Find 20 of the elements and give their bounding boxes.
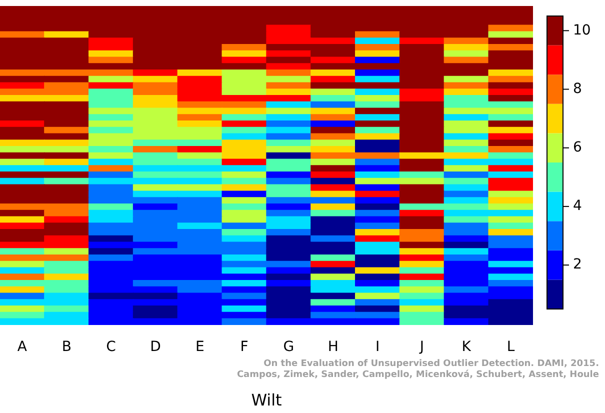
x-tick-label: B	[62, 339, 72, 356]
color-bar-label: 8	[573, 80, 582, 97]
x-tick-label: I	[375, 339, 380, 356]
x-tick-label: F	[240, 339, 248, 356]
x-tick-label: G	[283, 339, 294, 356]
x-tick-label: A	[17, 339, 28, 356]
text: Campos, Zimek, Sander, Campello, Micenková, Schubert, Assent, Houle	[236, 368, 599, 380]
text: On the Evaluation of Unsupervised Outlier Detection. DAMI, 2015.	[264, 358, 599, 369]
x-tick-label: L	[506, 339, 515, 356]
x-tick-label: H	[328, 339, 338, 356]
color-bar-label: 10	[573, 22, 591, 38]
x-axis-title: Wilt	[251, 390, 282, 410]
color-bar-label: 4	[573, 198, 582, 214]
x-tick-label: E	[195, 339, 204, 356]
x-tick-label: K	[462, 339, 472, 356]
color-bar-label: 2	[573, 256, 582, 273]
x-tick-label: J	[418, 339, 424, 356]
x-tick-label: C	[106, 339, 116, 356]
x-tick-label: D	[150, 339, 161, 356]
color-bar-label: 6	[573, 139, 582, 156]
